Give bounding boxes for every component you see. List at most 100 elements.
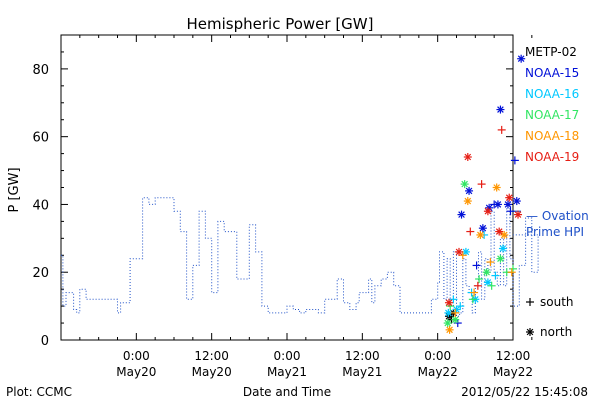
point-stroke (461, 180, 468, 188)
point-stroke (494, 201, 502, 208)
north-point (492, 183, 501, 192)
legend-series-label: NOAA-19 (525, 150, 579, 164)
north-point (503, 200, 512, 209)
point-stroke (445, 299, 453, 307)
point-stroke (484, 207, 492, 215)
north-point (444, 298, 453, 307)
north-point (483, 207, 492, 216)
x-tick-label-date: May20 (192, 365, 232, 379)
south-point (470, 288, 479, 297)
north-point (478, 224, 487, 233)
point-stroke (497, 106, 504, 113)
y-axis: 0 20 40 60 80 (32, 34, 513, 349)
north-point (444, 308, 453, 317)
north-point (493, 200, 502, 209)
ovation-line (61, 197, 539, 317)
timestamp: 2012/05/22 15:45:08 (461, 385, 588, 399)
point-stroke (464, 153, 472, 161)
point-stroke (453, 306, 460, 313)
point-stroke (499, 245, 507, 252)
north-point (452, 305, 461, 314)
south-point (487, 281, 496, 290)
north-point (455, 247, 464, 256)
north-point (495, 227, 504, 236)
point-stroke (479, 224, 487, 232)
legend-symbol-stroke (526, 328, 534, 336)
north-point (505, 193, 514, 202)
x-tick-label-time: 0:00 (123, 349, 150, 363)
point-stroke (455, 248, 463, 256)
x-tick-label-date: May22 (418, 365, 458, 379)
legend-symbol-label: south (540, 295, 574, 309)
point-stroke (513, 197, 521, 205)
y-axis-label: P [GW] (7, 167, 22, 212)
satellite-points (443, 54, 526, 334)
point-stroke (477, 231, 484, 239)
point-stroke (505, 194, 513, 201)
north-point (451, 315, 460, 324)
point-stroke (458, 211, 465, 218)
south-point (506, 207, 515, 216)
point-stroke (514, 211, 522, 218)
south-point (510, 156, 519, 165)
north-point (443, 319, 452, 328)
north-point (496, 105, 505, 114)
south-point (466, 227, 475, 236)
north-point (514, 210, 523, 219)
x-tick-label-time: 0:00 (274, 349, 301, 363)
legend-series-label: METP-02 (525, 45, 577, 59)
south-point (509, 264, 517, 273)
point-stroke (445, 309, 452, 317)
north-point (460, 180, 469, 189)
north-point (476, 230, 485, 239)
point-stroke (445, 312, 453, 320)
north-point (496, 254, 505, 263)
x-tick-label-time: 0:00 (424, 349, 451, 363)
point-stroke (451, 316, 459, 323)
north-point (517, 54, 526, 63)
legend-south: south (526, 295, 574, 309)
ovation-series (61, 197, 539, 317)
x-tick-label-time: 12:00 (194, 349, 229, 363)
south-point (497, 125, 506, 134)
chart-title: Hemispheric Power [GW] (187, 15, 374, 33)
point-stroke (446, 326, 453, 334)
y-tick-label: 60 (32, 131, 49, 146)
south-point (491, 271, 500, 280)
point-stroke (500, 231, 508, 239)
point-stroke (495, 228, 503, 235)
north-point (445, 325, 454, 334)
point-stroke (444, 319, 452, 327)
x-tick-label-date: May20 (116, 365, 156, 379)
south-point (486, 258, 495, 267)
north-point (483, 278, 492, 287)
y-tick-label: 40 (32, 198, 49, 213)
south-point (477, 180, 486, 189)
x-tick-label-time: 12:00 (345, 349, 380, 363)
point-stroke (465, 187, 473, 195)
legend-series-label: NOAA-15 (525, 66, 579, 80)
x-tick-label-date: May21 (267, 365, 307, 379)
point-stroke (517, 55, 525, 63)
south-point (473, 281, 482, 290)
x-tick-label-date: May21 (342, 365, 382, 379)
x-tick-label-time: 12:00 (496, 349, 531, 363)
legend-north: north (526, 325, 572, 339)
north-point (482, 268, 491, 277)
legend-series-label: NOAA-17 (525, 108, 579, 122)
y-tick-label: 0 (41, 334, 49, 349)
north-point (498, 244, 507, 253)
south-point (456, 302, 465, 311)
point-stroke (493, 184, 500, 191)
legend: METP-02 NOAA-15 NOAA-16 NOAA-17 NOAA-18 NOAA-… (525, 45, 589, 339)
point-stroke (483, 268, 490, 276)
north-point (500, 230, 509, 239)
north-point (457, 210, 466, 219)
x-tick-label-date: May22 (493, 365, 533, 379)
point-stroke (462, 248, 470, 256)
south-point (449, 295, 458, 304)
y-tick-label: 80 (32, 63, 49, 78)
legend-symbol-label: north (540, 325, 572, 339)
south-point (475, 275, 484, 283)
